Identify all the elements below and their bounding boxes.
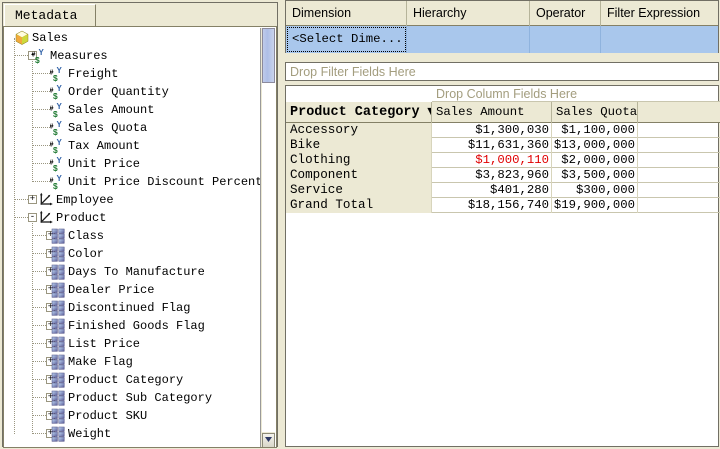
svg-text:$: $	[53, 73, 58, 82]
svg-text:$: $	[53, 127, 58, 136]
svg-text:$: $	[53, 181, 58, 190]
svg-text:$: $	[53, 145, 58, 154]
svg-text:$: $	[53, 163, 58, 172]
svg-text:$: $	[35, 55, 40, 64]
svg-text:$: $	[53, 109, 58, 118]
svg-text:$: $	[53, 91, 58, 100]
